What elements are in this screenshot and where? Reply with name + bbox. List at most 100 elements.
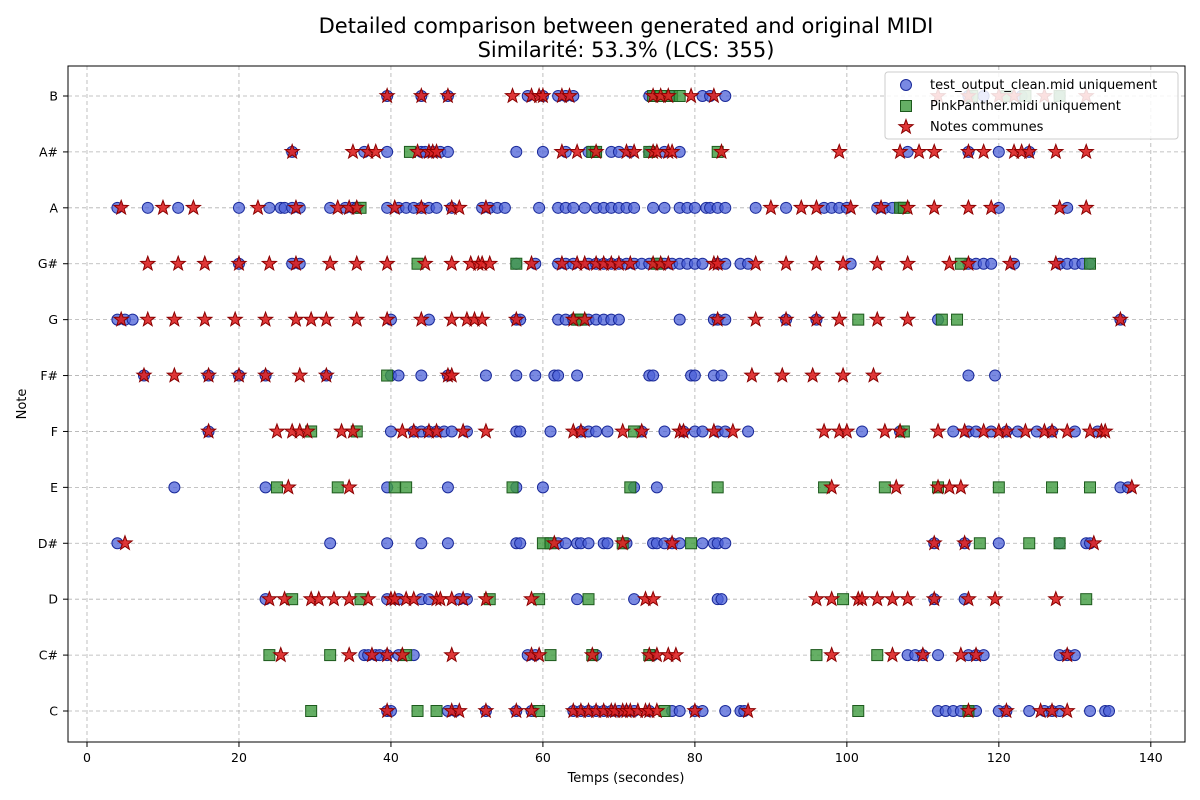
original-only-point: [1053, 537, 1066, 550]
common-note-point: [739, 702, 757, 719]
generated-only-point: [445, 425, 458, 438]
common-note-point: [925, 198, 943, 216]
common-note-point: [663, 534, 681, 551]
y-tick-label: A#: [39, 144, 58, 159]
common-note-point: [899, 254, 917, 271]
generated-only-point: [441, 537, 454, 550]
common-note-point: [773, 366, 791, 383]
original-only-point: [852, 705, 865, 717]
generated-only-point: [582, 537, 595, 550]
generated-only-point: [514, 425, 527, 438]
common-note-point: [1047, 254, 1065, 271]
common-note-point: [378, 254, 396, 271]
common-note-point: [412, 310, 430, 327]
original-only-point: [510, 257, 523, 270]
common-note-point: [1058, 646, 1076, 663]
legend-label-common: Notes communes: [930, 120, 1044, 135]
generated-only-point: [650, 481, 663, 494]
x-tick-label: 140: [1139, 750, 1163, 765]
generated-only-point: [932, 649, 945, 662]
common-note-point: [504, 87, 522, 104]
common-note-point: [959, 590, 977, 607]
generated-only-point: [1103, 705, 1116, 717]
y-tick-label: G: [48, 312, 58, 327]
common-note-point: [804, 366, 822, 383]
generated-only-point: [392, 369, 405, 382]
generated-only-point: [962, 369, 975, 382]
common-note-point: [378, 310, 396, 327]
y-tick-label: C: [49, 704, 58, 719]
common-note-point: [621, 254, 639, 271]
common-note-point: [348, 254, 366, 271]
common-note-point: [830, 142, 848, 160]
common-note-point: [367, 142, 385, 160]
generated-only-point: [552, 369, 565, 382]
generated-only-point: [441, 145, 454, 158]
common-note-point: [1051, 198, 1069, 216]
generated-only-point: [514, 537, 527, 550]
common-note-point: [325, 590, 343, 607]
common-note-point: [112, 310, 130, 327]
common-note-point: [709, 254, 727, 271]
common-note-point: [116, 534, 134, 551]
common-note-point: [454, 590, 472, 607]
common-note-point: [883, 646, 901, 663]
original-only-point: [305, 705, 318, 717]
legend-item-generated-only: test_output_clean.mid uniquement: [900, 78, 1157, 93]
common-note-point: [663, 142, 681, 160]
common-note-point: [1058, 422, 1076, 439]
generated-only-point: [479, 369, 492, 382]
common-note-point: [393, 646, 411, 663]
legend-marker-star: [897, 118, 915, 135]
generated-only-point: [628, 593, 641, 606]
common-note-point: [560, 87, 579, 104]
common-note-point: [910, 142, 928, 160]
common-note-point: [823, 590, 841, 607]
generated-only-point: [1023, 705, 1036, 717]
original-only-point: [430, 705, 443, 717]
y-tick-label: A: [49, 200, 58, 215]
grid-layer: [68, 66, 1185, 742]
common-note-point: [260, 590, 278, 607]
generated-only-point: [259, 481, 272, 494]
generated-only-point: [571, 369, 584, 382]
legend: test_output_clean.mid uniquement PinkPan…: [884, 71, 1179, 140]
common-note-point: [807, 310, 825, 327]
common-note-point: [997, 702, 1015, 719]
common-note-point: [393, 422, 411, 439]
common-note-point: [340, 478, 358, 495]
original-only-point: [992, 481, 1005, 494]
x-tick-label: 20: [231, 750, 247, 765]
common-note-point: [777, 254, 795, 271]
generated-only-point: [536, 481, 549, 494]
common-note-point: [952, 478, 970, 495]
generated-only-point: [989, 369, 1002, 382]
original-only-point: [685, 537, 698, 550]
original-only-point: [544, 649, 557, 662]
original-only-point: [270, 481, 283, 494]
common-note-point: [477, 198, 495, 216]
generated-only-point: [992, 145, 1005, 158]
common-note-point: [975, 142, 993, 160]
common-note-point: [899, 590, 917, 607]
common-note-point: [139, 310, 157, 327]
common-note-point: [348, 310, 366, 327]
series-original-only: [263, 90, 1097, 717]
common-note-point: [614, 422, 632, 439]
generated-only-point: [567, 201, 580, 214]
common-note-point: [257, 366, 275, 383]
common-note-point: [959, 142, 977, 160]
common-note-point: [1047, 142, 1065, 160]
generated-only-point: [780, 201, 793, 214]
common-note-point: [614, 534, 632, 551]
common-note-point: [317, 310, 335, 327]
common-note-point: [1020, 142, 1038, 160]
common-note-point: [534, 87, 552, 104]
common-note-point: [633, 422, 651, 439]
generated-only-point: [696, 425, 709, 438]
common-note-point: [412, 87, 430, 104]
y-tick-label: E: [50, 480, 58, 495]
common-note-point: [522, 590, 541, 607]
ticks-layer: 0 20 40 60 80 100 120 140 C C# D D# E F F# G G# A A# B: [38, 89, 1163, 766]
